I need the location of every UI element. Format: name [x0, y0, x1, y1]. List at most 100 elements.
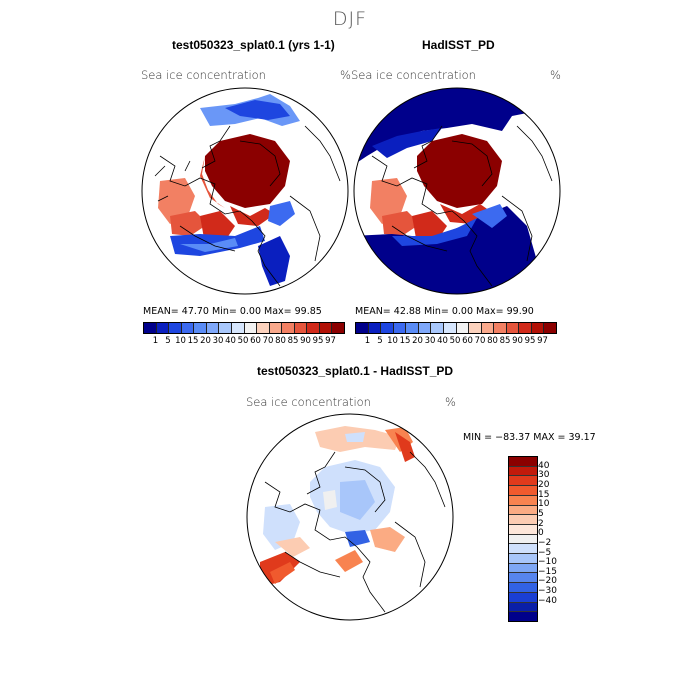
panel-1-map-fill — [142, 88, 348, 294]
colorbar-swatch — [356, 323, 369, 333]
colorbar-swatch — [144, 323, 157, 333]
colorbar-tick-label: 30 — [538, 470, 550, 481]
colorbar-swatch — [206, 323, 220, 333]
colorbar-tick-label: 10 — [175, 336, 186, 346]
panel-1-colorbar — [143, 322, 345, 334]
panel-1-colorbar-ticks: 1 5 10 15 20 30 40 50 60 70 80 85 90 95 … — [143, 336, 343, 348]
diff-panel-title: test050323_splat0.1 - HadISST_PD — [257, 364, 454, 378]
diff-colorbar-ticks: 40 30 20 15 10 5 2 0 −2 −5 −10 −15 −20 −… — [538, 456, 578, 620]
colorbar-tick-label: 50 — [449, 336, 461, 346]
colorbar-tick-label: 5 — [165, 336, 171, 346]
colorbar-tick-label: 1 — [152, 336, 159, 346]
colorbar-tick-label: 15 — [538, 489, 550, 500]
colorbar-tick-label: −15 — [538, 566, 557, 577]
colorbar-swatch — [269, 323, 283, 333]
colorbar-tick-label: −40 — [538, 595, 557, 606]
colorbar-swatch — [509, 495, 537, 506]
colorbar-tick-label: 40 — [225, 336, 236, 346]
colorbar-swatch — [506, 323, 520, 333]
colorbar-swatch — [509, 534, 537, 545]
colorbar-swatch — [219, 323, 232, 333]
colorbar-swatch — [257, 323, 270, 333]
colorbar-swatch — [509, 524, 537, 535]
colorbar-swatch — [332, 323, 344, 333]
colorbar-swatch — [494, 323, 507, 333]
colorbar-tick-label: 95 — [312, 336, 324, 346]
colorbar-swatch — [469, 323, 482, 333]
diff-colorbar — [508, 456, 538, 622]
diff-polar-map — [246, 413, 454, 621]
colorbar-tick-label: 90 — [300, 336, 311, 346]
colorbar-swatch — [307, 323, 320, 333]
colorbar-tick-label: 70 — [474, 336, 486, 346]
colorbar-swatch — [509, 573, 537, 584]
colorbar-swatch — [406, 323, 419, 333]
diff-panel-stats: MIN = −83.37 MAX = 39.17 — [463, 432, 596, 443]
colorbar-tick-label: 97 — [325, 336, 336, 346]
colorbar-swatch — [481, 323, 495, 333]
colorbar-swatch — [544, 323, 556, 333]
colorbar-tick-label: 60 — [462, 336, 473, 346]
colorbar-swatch — [282, 323, 295, 333]
colorbar-swatch — [509, 583, 537, 593]
colorbar-swatch — [509, 486, 537, 496]
colorbar-tick-label: 85 — [287, 336, 299, 346]
colorbar-swatch — [456, 323, 470, 333]
panel-2-title: HadISST_PD — [422, 38, 495, 52]
panel-1-title: test050323_splat0.1 (yrs 1-1) — [172, 38, 335, 52]
colorbar-swatch — [294, 323, 308, 333]
colorbar-swatch — [509, 592, 537, 603]
panel-1-polar-map — [141, 87, 349, 295]
panel-2-stats: MEAN= 42.88 Min= 0.00 Max= 99.90 — [355, 306, 534, 317]
colorbar-swatch — [393, 323, 407, 333]
panel-1-unit-label: % — [340, 68, 351, 82]
colorbar-swatch — [509, 515, 537, 525]
panel-2-variable-label: Sea ice concentration — [351, 68, 476, 82]
diff-coastlines — [264, 451, 446, 613]
colorbar-swatch — [381, 323, 394, 333]
colorbar-tick-label: 5 — [538, 508, 544, 519]
colorbar-swatch — [509, 466, 537, 477]
colorbar-tick-label: 60 — [250, 336, 261, 346]
colorbar-tick-label: 5 — [377, 336, 383, 346]
colorbar-tick-label: 20 — [538, 479, 550, 490]
colorbar-swatch — [431, 323, 444, 333]
colorbar-swatch — [319, 323, 333, 333]
colorbar-swatch — [519, 323, 532, 333]
colorbar-swatch — [231, 323, 245, 333]
colorbar-swatch — [531, 323, 545, 333]
colorbar-tick-label: 85 — [499, 336, 511, 346]
panel-1-variable-label: Sea ice concentration — [141, 68, 266, 82]
colorbar-tick-label: 20 — [200, 336, 211, 346]
colorbar-swatch — [509, 457, 537, 467]
colorbar-swatch — [509, 554, 537, 564]
colorbar-tick-label: 40 — [538, 460, 550, 471]
panel-2-polar-map — [353, 87, 561, 295]
colorbar-swatch — [509, 476, 537, 487]
panel-2-colorbar-ticks: 1 5 10 15 20 30 40 50 60 70 80 85 90 95 … — [355, 336, 555, 348]
colorbar-swatch — [156, 323, 170, 333]
colorbar-swatch — [443, 323, 457, 333]
colorbar-tick-label: 95 — [524, 336, 536, 346]
colorbar-swatch — [509, 612, 537, 621]
colorbar-tick-label: 30 — [212, 336, 224, 346]
colorbar-tick-label: 15 — [399, 336, 411, 346]
colorbar-tick-label: 50 — [237, 336, 249, 346]
colorbar-tick-label: −20 — [538, 576, 557, 587]
panel-2-colorbar — [355, 322, 557, 334]
diff-panel-unit-label: % — [445, 395, 456, 409]
panel-1-coastlines — [154, 125, 341, 287]
diff-panel-variable-label: Sea ice concentration — [246, 395, 371, 409]
colorbar-swatch — [169, 323, 182, 333]
panel-2-unit-label: % — [550, 68, 561, 82]
colorbar-tick-label: 30 — [424, 336, 436, 346]
season-title: DJF — [332, 8, 368, 30]
colorbar-tick-label: 2 — [538, 518, 544, 529]
colorbar-tick-label: 15 — [187, 336, 199, 346]
colorbar-tick-label: −30 — [538, 586, 557, 597]
colorbar-tick-label: 97 — [537, 336, 548, 346]
colorbar-tick-label: 70 — [262, 336, 274, 346]
colorbar-tick-label: −10 — [538, 557, 557, 568]
panel-1-stats: MEAN= 47.70 Min= 0.00 Max= 99.85 — [143, 306, 322, 317]
colorbar-swatch — [509, 544, 537, 555]
